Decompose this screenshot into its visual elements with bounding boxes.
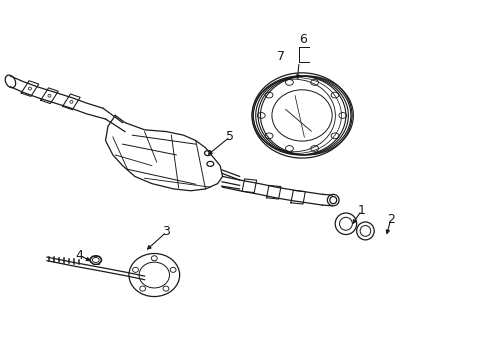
Text: 7: 7 (277, 50, 285, 63)
Text: 6: 6 (299, 33, 306, 46)
Text: 1: 1 (357, 204, 365, 217)
Text: 4: 4 (76, 249, 83, 262)
Text: 3: 3 (162, 225, 170, 238)
Text: 2: 2 (386, 213, 394, 226)
Text: 5: 5 (225, 130, 233, 144)
